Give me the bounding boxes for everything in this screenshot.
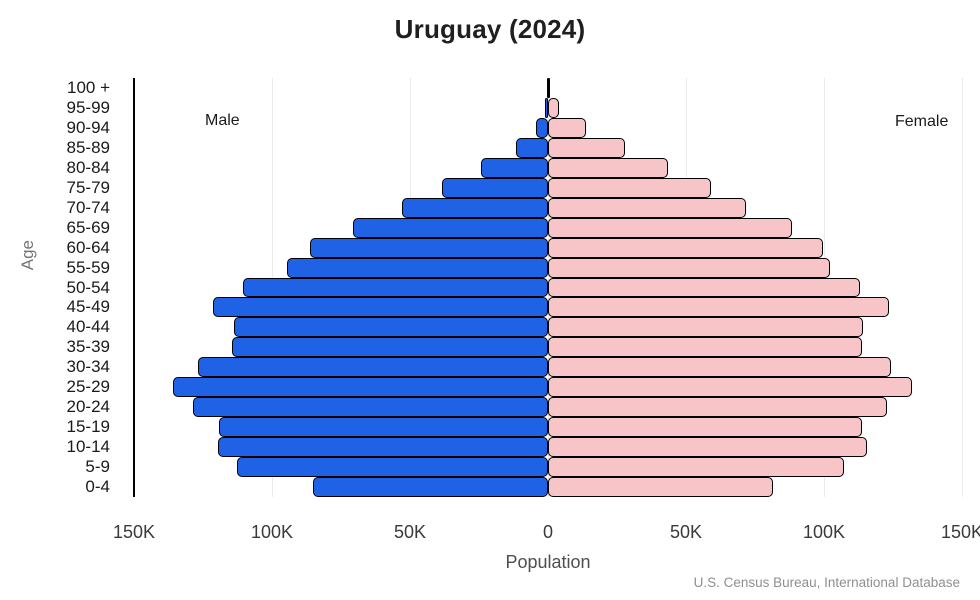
- y-axis-line: [133, 78, 135, 497]
- bar-female-15-19: [548, 417, 863, 438]
- age-label: 40-44: [66, 317, 110, 337]
- age-label: 20-24: [66, 397, 110, 417]
- age-label: 15-19: [66, 417, 110, 437]
- bar-male-25-29: [172, 377, 548, 398]
- bar-male-60-64: [310, 237, 548, 258]
- bar-male-50-54: [243, 277, 548, 298]
- x-tick-label: 50K: [393, 522, 427, 542]
- y-axis-title: Age: [18, 240, 37, 271]
- bar-male-0-4: [313, 477, 548, 497]
- age-label: 100 +: [66, 78, 110, 97]
- bar-female-35-39: [548, 337, 862, 358]
- bar-female-20-24: [548, 397, 888, 418]
- bar-male-10-14: [217, 437, 548, 458]
- x-tick-label: 150K: [112, 522, 156, 542]
- x-tick-label: 50K: [669, 522, 703, 542]
- bar-female-0-4: [548, 477, 773, 497]
- bar-female-10-14: [548, 437, 868, 458]
- bar-male-20-24: [193, 397, 548, 418]
- bar-male-65-69: [353, 217, 548, 238]
- bar-male-30-34: [198, 357, 548, 378]
- age-label: 80-84: [66, 157, 110, 177]
- age-label: 65-69: [66, 217, 110, 237]
- bar-male-95-99: [544, 97, 548, 118]
- bar-female-85-89: [548, 137, 625, 158]
- bar-female-95-99: [548, 97, 560, 118]
- age-label: 55-59: [66, 257, 110, 277]
- bar-female-55-59: [548, 257, 830, 278]
- bar-male-5-9: [236, 457, 548, 478]
- bar-female-70-74: [548, 197, 746, 218]
- bar-female-60-64: [548, 237, 823, 258]
- bar-female-80-84: [548, 157, 668, 178]
- bar-female-90-94: [548, 117, 586, 138]
- bar-male-55-59: [286, 257, 548, 278]
- chart-title: Uruguay (2024): [394, 14, 586, 44]
- bar-male-40-44: [233, 317, 548, 338]
- bar-female-40-44: [548, 317, 864, 338]
- bar-male-70-74: [401, 197, 548, 218]
- age-label: 70-74: [66, 197, 110, 217]
- age-label: 75-79: [66, 177, 110, 197]
- age-label: 30-34: [66, 357, 110, 377]
- bar-female-30-34: [548, 357, 892, 378]
- bar-male-15-19: [219, 417, 548, 438]
- x-axis-title: Population: [505, 552, 591, 572]
- bar-female-50-54: [548, 277, 861, 298]
- gridline-150K: [962, 78, 963, 497]
- male-series-label: Male: [205, 112, 240, 129]
- age-label: 45-49: [66, 297, 110, 317]
- bar-female-45-49: [548, 297, 890, 318]
- female-series-label: Female: [895, 113, 949, 130]
- source-attribution: U.S. Census Bureau, International Databa…: [693, 575, 960, 590]
- age-label: 90-94: [66, 117, 110, 137]
- age-label: 95-99: [66, 97, 110, 117]
- bar-male-80-84: [480, 157, 548, 178]
- age-label: 0-4: [85, 477, 110, 497]
- age-label: 85-89: [66, 137, 110, 157]
- age-label: 25-29: [66, 377, 110, 397]
- age-label: 50-54: [66, 277, 110, 297]
- bar-female-65-69: [548, 217, 792, 238]
- age-label: 35-39: [66, 337, 110, 357]
- x-tick-label: 100K: [802, 522, 846, 542]
- bar-female-25-29: [548, 377, 913, 398]
- bar-male-75-79: [442, 177, 548, 198]
- age-label: 5-9: [85, 457, 110, 477]
- x-tick-label: 150K: [940, 522, 980, 542]
- bar-female-5-9: [548, 457, 845, 478]
- bar-male-85-89: [515, 137, 548, 158]
- x-tick-label: 0: [542, 522, 554, 542]
- bar-female-75-79: [548, 177, 711, 198]
- x-tick-label: 100K: [250, 522, 294, 542]
- bar-male-90-94: [536, 117, 548, 138]
- bar-male-45-49: [212, 297, 548, 318]
- age-label: 10-14: [66, 437, 110, 457]
- bar-male-35-39: [231, 337, 548, 358]
- bar-female-100+: [548, 78, 550, 98]
- age-label: 60-64: [66, 237, 110, 257]
